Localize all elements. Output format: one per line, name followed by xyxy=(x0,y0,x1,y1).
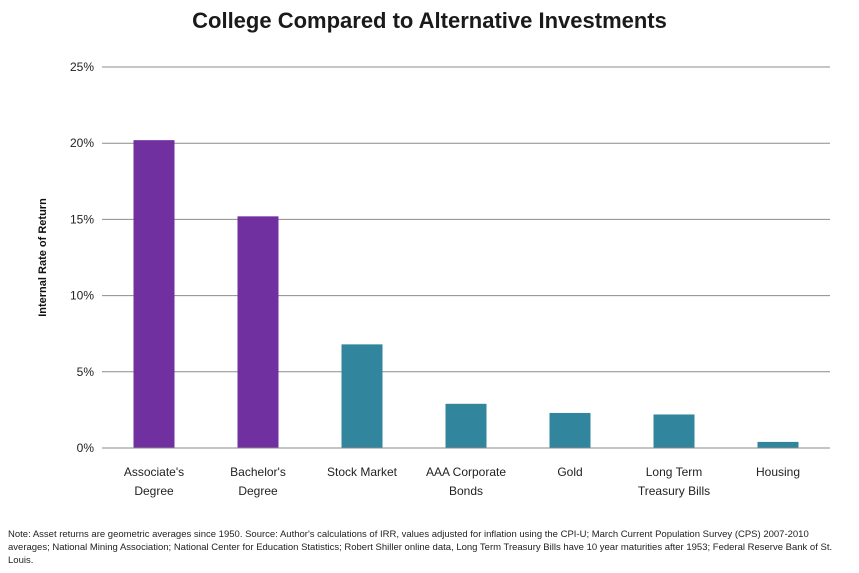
x-axis-ticks: Associate's Degree Bachelor's Degree Stock M… xyxy=(124,465,800,498)
x-tick-label: Housing xyxy=(756,465,800,479)
x-tick-label: AAA Corporate Bonds xyxy=(426,465,506,498)
y-tick-label: 20% xyxy=(70,136,94,150)
y-axis-label: Internal Rate of Return xyxy=(37,198,49,317)
bars xyxy=(133,140,799,449)
bar xyxy=(237,216,279,448)
y-tick-label: 0% xyxy=(77,441,95,455)
bar xyxy=(445,403,487,448)
x-tick-label: Long Term Treasury Bills xyxy=(638,465,710,498)
y-tick-label: 10% xyxy=(70,289,94,303)
bar xyxy=(549,412,591,448)
source-note: Note: Asset returns are geometric averag… xyxy=(8,529,833,566)
y-tick-label: 15% xyxy=(70,212,94,226)
bar xyxy=(653,414,695,448)
bar xyxy=(133,140,175,449)
bar xyxy=(341,344,383,448)
bar xyxy=(757,441,799,448)
x-tick-label: Stock Market xyxy=(327,465,398,479)
y-tick-label: 5% xyxy=(77,365,95,379)
gridlines xyxy=(102,66,830,373)
x-tick-label: Associate's Degree xyxy=(124,465,184,498)
x-tick-label: Gold xyxy=(557,465,582,479)
y-axis-ticks: 0% 5% 10% 15% 20% 25% xyxy=(70,60,94,455)
bar-chart: 0% 5% 10% 15% 20% 25% Associate's Degree Bachel… xyxy=(37,60,830,498)
x-tick-label: Bachelor's Degree xyxy=(230,465,286,498)
chart-title: College Compared to Alternative Investme… xyxy=(192,8,667,33)
y-tick-label: 25% xyxy=(70,60,94,74)
